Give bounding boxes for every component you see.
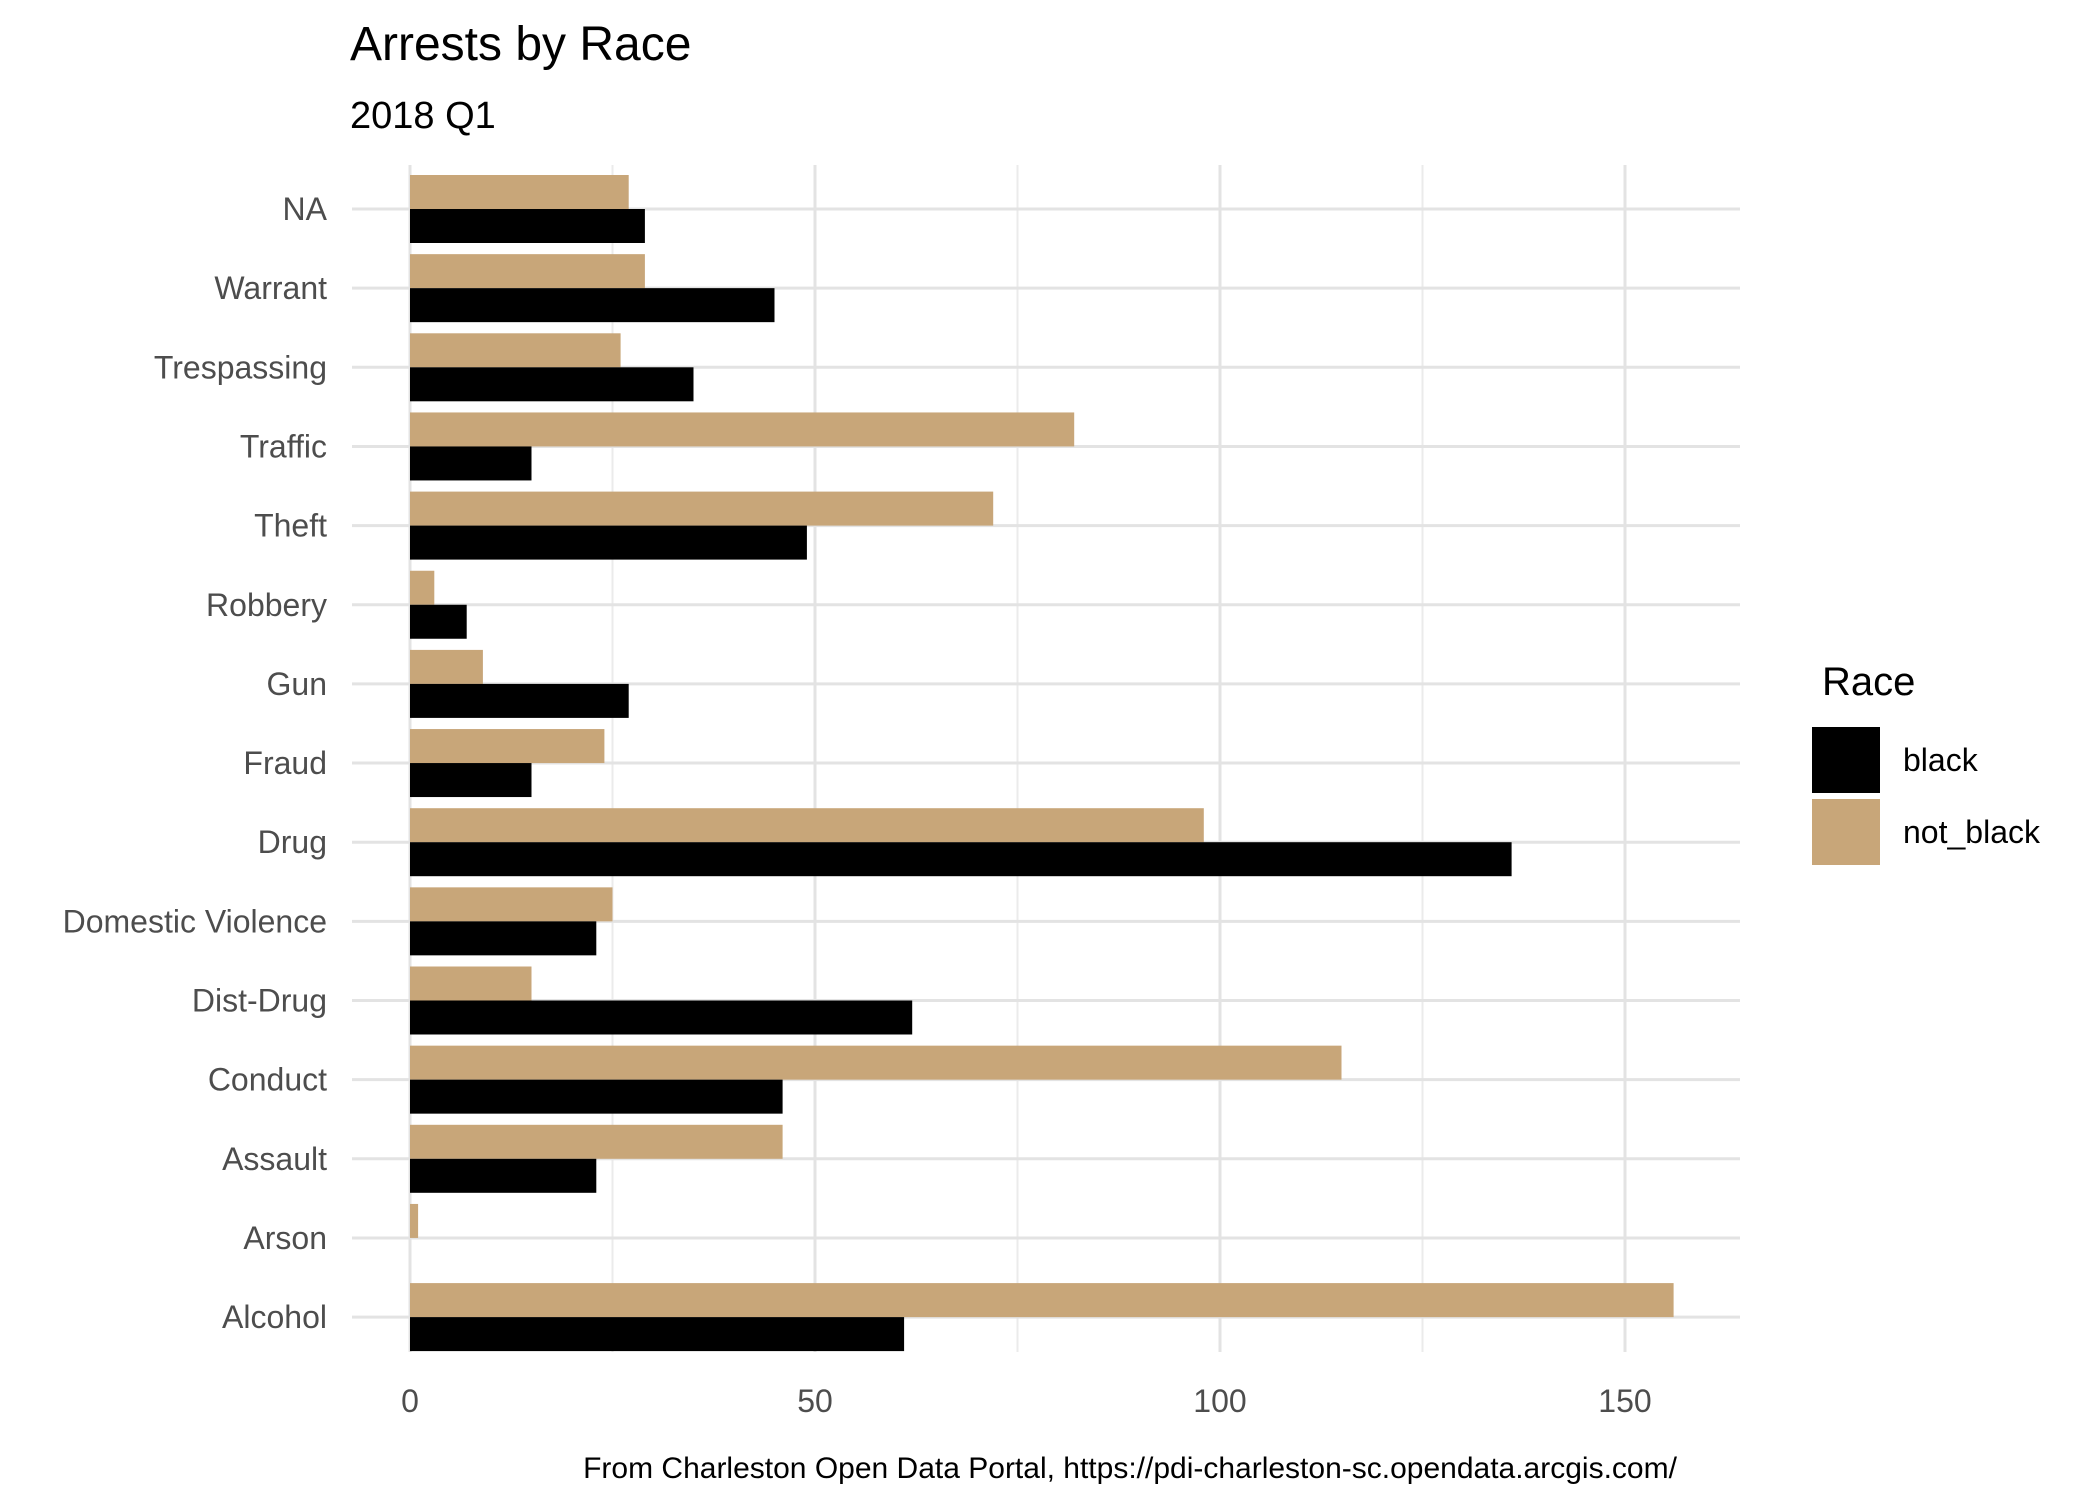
category-label: Drug — [258, 824, 327, 860]
bar-black — [410, 288, 775, 323]
category-label: Trespassing — [154, 349, 327, 385]
bar-black — [410, 683, 629, 718]
chart-title: Arrests by Race — [350, 18, 691, 71]
bar-not-black — [410, 412, 1075, 447]
category-label: NA — [283, 191, 328, 227]
category-label: Warrant — [214, 270, 327, 306]
bar-not-black — [410, 1124, 783, 1159]
category-label: Domestic Violence — [63, 903, 327, 939]
bar-not-black — [410, 491, 994, 526]
bar-black — [410, 209, 645, 243]
legend-key — [1812, 799, 1880, 865]
bar-not-black — [410, 729, 605, 764]
bar-black — [410, 842, 1512, 877]
category-label: Assault — [222, 1141, 327, 1177]
bar-not-black — [410, 1045, 1342, 1080]
x-axis-ticks: 0 50 100 150 — [401, 1383, 1652, 1419]
bar-black — [410, 525, 807, 560]
category-label: Dist-Drug — [192, 983, 327, 1019]
category-label: Conduct — [208, 1062, 327, 1098]
legend: Race black not_black — [1812, 660, 2041, 865]
bar-not-black — [410, 649, 483, 684]
chart-caption: From Charleston Open Data Portal, https:… — [583, 1452, 1678, 1485]
category-label: Fraud — [243, 745, 327, 781]
bar-not-black — [410, 887, 613, 922]
bar-not-black — [410, 175, 629, 209]
legend-title: Race — [1822, 660, 1915, 704]
category-label: Robbery — [206, 587, 327, 623]
category-label: Alcohol — [222, 1299, 327, 1335]
bar-not-black — [410, 1283, 1674, 1318]
category-labels: NA Warrant Trespassing Traffic Theft Robbery G… — [63, 191, 328, 1335]
category-label: Gun — [267, 666, 327, 702]
category-label: Theft — [254, 508, 327, 544]
bar-black — [410, 1000, 913, 1035]
legend-key — [1812, 727, 1880, 793]
bar-not-black — [410, 1203, 419, 1238]
x-tick-label: 100 — [1193, 1383, 1246, 1419]
bar-black — [410, 763, 532, 798]
bar-black — [410, 1317, 905, 1352]
chart-subtitle: 2018 Q1 — [350, 95, 496, 137]
bar-not-black — [410, 808, 1204, 843]
bar-not-black — [410, 570, 435, 605]
legend-label: black — [1903, 742, 1979, 778]
bar-black — [410, 1158, 597, 1193]
bar-black — [410, 446, 532, 481]
category-label: Arson — [243, 1220, 327, 1256]
bar-not-black — [410, 333, 621, 368]
bars-layer — [410, 175, 1674, 1352]
bar-not-black — [410, 966, 532, 1001]
bar-not-black — [410, 254, 645, 289]
bar-black — [410, 367, 694, 402]
bar-black — [410, 921, 597, 956]
category-label: Traffic — [240, 428, 327, 464]
x-tick-label: 50 — [797, 1383, 833, 1419]
x-tick-label: 0 — [401, 1383, 419, 1419]
bar-black — [410, 604, 467, 639]
bar-black — [410, 1079, 783, 1114]
x-tick-label: 150 — [1598, 1383, 1651, 1419]
legend-label: not_black — [1903, 814, 2041, 850]
